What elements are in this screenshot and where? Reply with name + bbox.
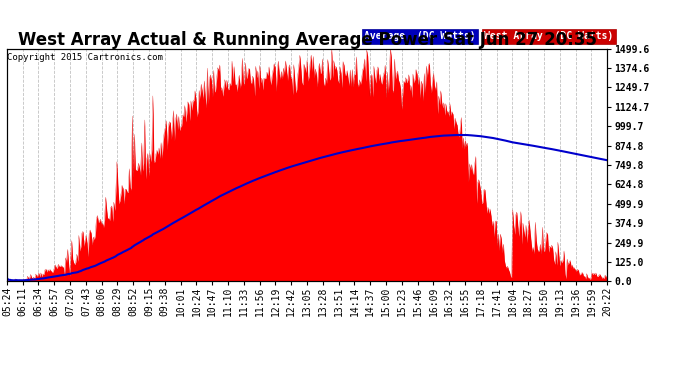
Text: West Array  (DC Watts): West Array (DC Watts) [484,32,613,42]
Text: Average  (DC Watts): Average (DC Watts) [364,32,475,42]
Text: Copyright 2015 Cartronics.com: Copyright 2015 Cartronics.com [7,53,163,62]
Title: West Array Actual & Running Average Power Sat Jun 27 20:35: West Array Actual & Running Average Powe… [17,31,597,49]
